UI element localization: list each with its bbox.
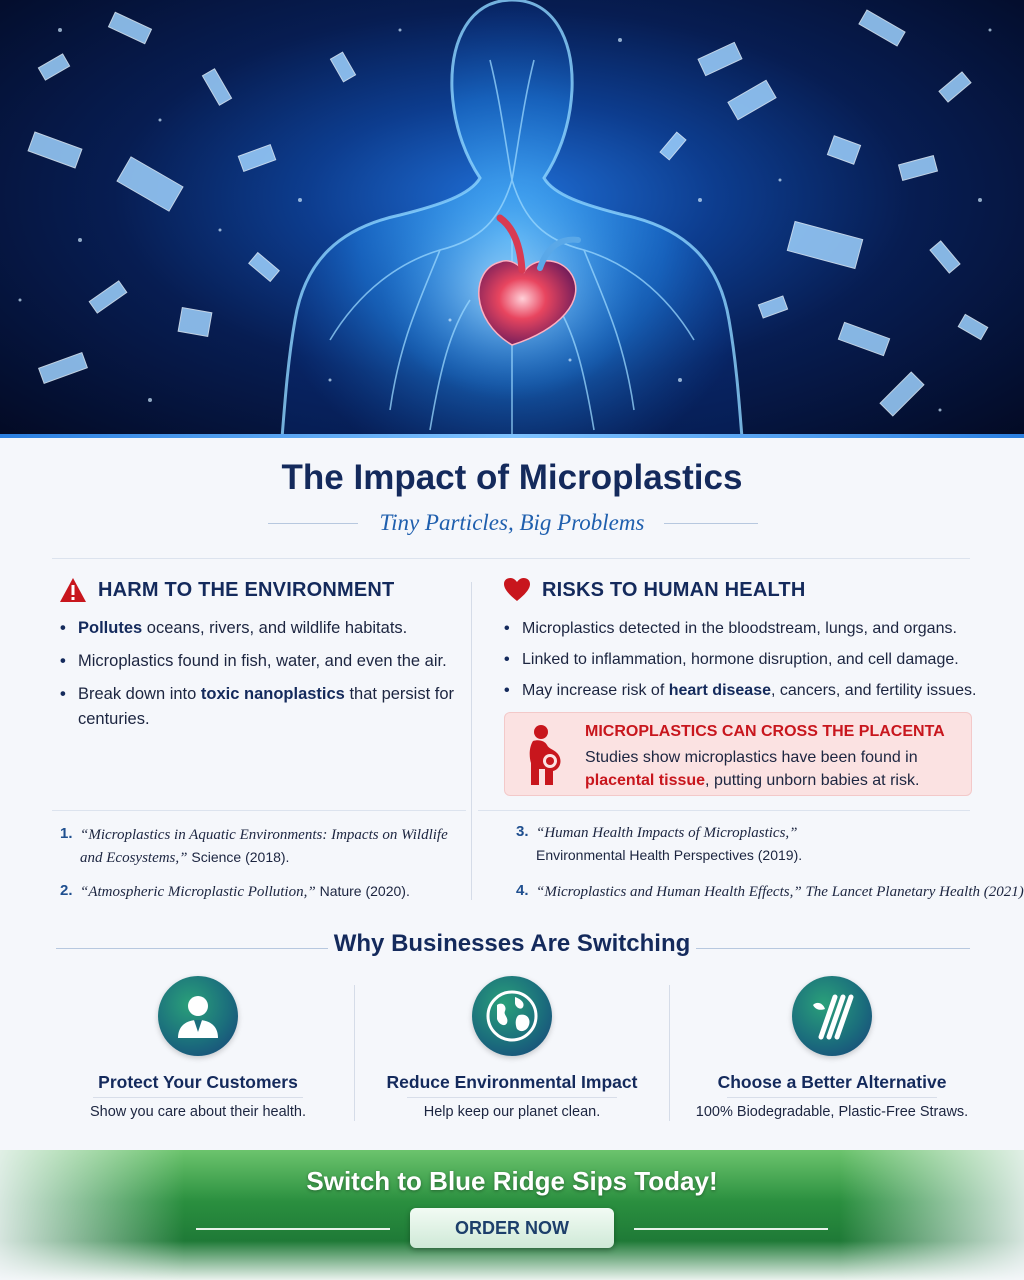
straws-icon [792,976,872,1056]
list-item: Microplastics detected in the bloodstrea… [502,616,982,641]
environment-section: HARM TO THE ENVIRONMENT Pollutes oceans,… [58,572,458,740]
feature-protect-customers: Protect Your Customers Show you care abo… [48,976,348,1120]
list-item: Break down into toxic nanoplastics that … [58,682,458,732]
why-title: Why Businesses Are Switching [333,930,691,957]
feature-divider [669,985,670,1121]
why-divider-right [696,948,970,949]
cta-banner: Switch to Blue Ridge Sips Today! ORDER N… [0,1150,1024,1280]
list-item: May increase risk of heart disease, canc… [502,678,982,703]
references-divider-left [52,810,466,811]
environment-heading-text: HARM TO THE ENVIRONMENT [98,578,395,601]
cta-title: Switch to Blue Ridge Sips Today! [306,1166,718,1196]
reference-item: 2. “Atmospheric Microplastic Pollution,”… [60,882,410,900]
why-divider-left [56,948,328,949]
subtitle-block: Tiny Particles, Big Problems [0,510,1024,540]
callout-body: Studies show microplastics have been fou… [585,749,920,789]
placenta-callout: MICROPLASTICS CAN CROSS THE PLACENTA Stu… [504,712,972,796]
warning-triangle-icon [58,575,88,605]
list-item: Pollutes oceans, rivers, and wildlife ha… [58,616,458,641]
page-subtitle: Tiny Particles, Big Problems [379,510,645,535]
page-title: The Impact of Microplastics [281,458,743,497]
section-divider [52,558,970,559]
health-heading: RISKS TO HUMAN HEALTH [502,572,982,608]
health-heading-text: RISKS TO HUMAN HEALTH [542,578,806,601]
callout-title: MICROPLASTICS CAN CROSS THE PLACENTA [585,723,945,740]
globe-icon [472,976,552,1056]
person-icon [158,976,238,1056]
health-section: RISKS TO HUMAN HEALTH Microplastics dete… [502,572,982,709]
subtitle-divider-left [268,523,358,524]
heart-icon [502,575,532,605]
list-item: Linked to inflammation, hormone disrupti… [502,647,982,672]
environment-list: Pollutes oceans, rivers, and wildlife ha… [58,616,458,732]
feature-divider [354,985,355,1121]
feature-better-alternative: Choose a Better Alternative 100% Biodegr… [682,976,982,1120]
environment-heading: HARM TO THE ENVIRONMENT [58,572,458,608]
reference-item: 3. “Human Health Impacts of Microplastic… [516,823,803,863]
health-list: Microplastics detected in the bloodstrea… [502,616,982,703]
list-item: Microplastics found in fish, water, and … [58,649,458,674]
pregnant-woman-icon [519,723,569,787]
hero-image [0,0,1024,438]
reference-item: 1. “Microplastics in Aquatic Environment… [60,825,448,866]
feature-reduce-impact: Reduce Environmental Impact Help keep ou… [362,976,662,1120]
subtitle-divider-right [664,523,758,524]
human-body-microplastics-illustration [18,0,992,438]
column-divider [471,582,472,900]
cta-divider-right [634,1228,828,1230]
order-now-button[interactable]: ORDER NOW [410,1208,614,1248]
reference-item: 4. “Microplastics and Human Health Effec… [516,882,1024,900]
cta-divider-left [196,1228,390,1230]
references-divider-right [478,810,970,811]
